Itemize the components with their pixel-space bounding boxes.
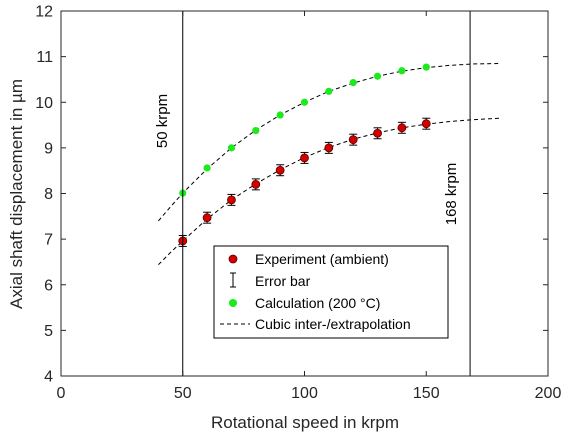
fit-curve-experiment [158, 117, 500, 266]
marks-layer [158, 63, 500, 266]
calculation-point [349, 79, 357, 87]
y-axis-label: Axial shaft displacement in µm [7, 79, 26, 309]
x-tick-label: 50 [174, 385, 192, 402]
legend-green-dot-icon [229, 299, 237, 307]
y-tick-label: 11 [36, 49, 53, 66]
x-tick-label: 0 [57, 385, 66, 402]
experiment-point [300, 153, 309, 163]
legend-label: Experiment (ambient) [255, 251, 389, 267]
experiment-point [324, 143, 334, 153]
y-tick-label: 10 [35, 95, 53, 112]
annotation-layer: 50 krpm 168 krpm [154, 11, 471, 376]
experiment-point [348, 135, 358, 145]
calculation-point [398, 67, 406, 75]
experiment-point [227, 195, 236, 205]
x-tick-label: 200 [535, 385, 562, 402]
y-tick-label: 8 [44, 186, 53, 203]
calculation-point [203, 164, 211, 172]
legend-box [213, 245, 449, 339]
calculation-point [227, 144, 236, 152]
y-tick-label: 9 [44, 140, 53, 157]
experiment-point [275, 165, 285, 175]
axes-layer: 0 50 100 150 200 4 5 6 7 8 9 10 11 12 [35, 4, 561, 403]
x-tick-label: 100 [291, 385, 318, 402]
y-tick-label: 7 [44, 232, 53, 249]
annotation-168-krpm: 168 krpm [443, 163, 460, 226]
calculation-point [422, 63, 430, 71]
legend-label: Cubic inter-/extrapolation [255, 316, 411, 332]
calculation-point [325, 87, 333, 95]
annotation-50-krpm: 50 krpm [154, 94, 171, 148]
experiment-point [251, 179, 261, 189]
experiment-point [373, 128, 382, 138]
calculation-point [373, 72, 382, 80]
legend-label: Error bar [255, 273, 311, 289]
x-axis-label: Rotational speed in krpm [211, 413, 399, 432]
calculation-point [252, 126, 260, 135]
experiment-point [421, 119, 431, 129]
x-tick-label: 150 [413, 385, 440, 402]
y-tick-label: 5 [44, 323, 53, 340]
legend-label: Calculation (200 °C) [255, 295, 380, 311]
experiment-point [202, 213, 212, 223]
legend-errorbar-icon [230, 272, 236, 288]
y-tick-label: 6 [44, 277, 53, 294]
y-tick-label: 4 [44, 369, 53, 386]
legend: Experiment (ambient) Error bar Calculation… [213, 245, 449, 339]
calculation-point [276, 111, 284, 119]
y-tick-label: 12 [35, 4, 53, 21]
fit-curve-calculation [158, 63, 500, 222]
experiment-point [397, 123, 407, 133]
legend-red-dot-icon [228, 254, 238, 264]
calculation-point [300, 98, 309, 106]
